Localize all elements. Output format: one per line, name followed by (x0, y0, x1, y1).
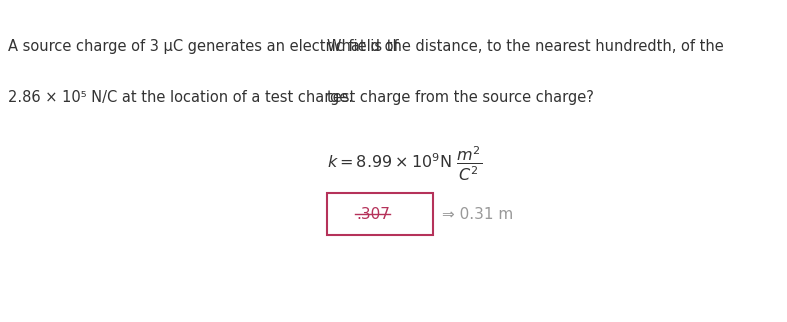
Text: ⇒ 0.31 m: ⇒ 0.31 m (442, 207, 514, 222)
Text: .307: .307 (357, 207, 390, 222)
Text: 2.86 × 10⁵ N/C at the location of a test charge.: 2.86 × 10⁵ N/C at the location of a test… (8, 90, 353, 105)
FancyBboxPatch shape (327, 193, 433, 235)
Text: A source charge of 3 μC generates an electric field of: A source charge of 3 μC generates an ele… (8, 39, 398, 54)
Text: What is the distance, to the nearest hundredth, of the: What is the distance, to the nearest hun… (327, 39, 723, 54)
Text: test charge from the source charge?: test charge from the source charge? (327, 90, 593, 105)
Text: $k = 8.99\times10^{9}\mathrm{N}\ \dfrac{m^2}{C^2}$: $k = 8.99\times10^{9}\mathrm{N}\ \dfrac{… (327, 145, 482, 183)
